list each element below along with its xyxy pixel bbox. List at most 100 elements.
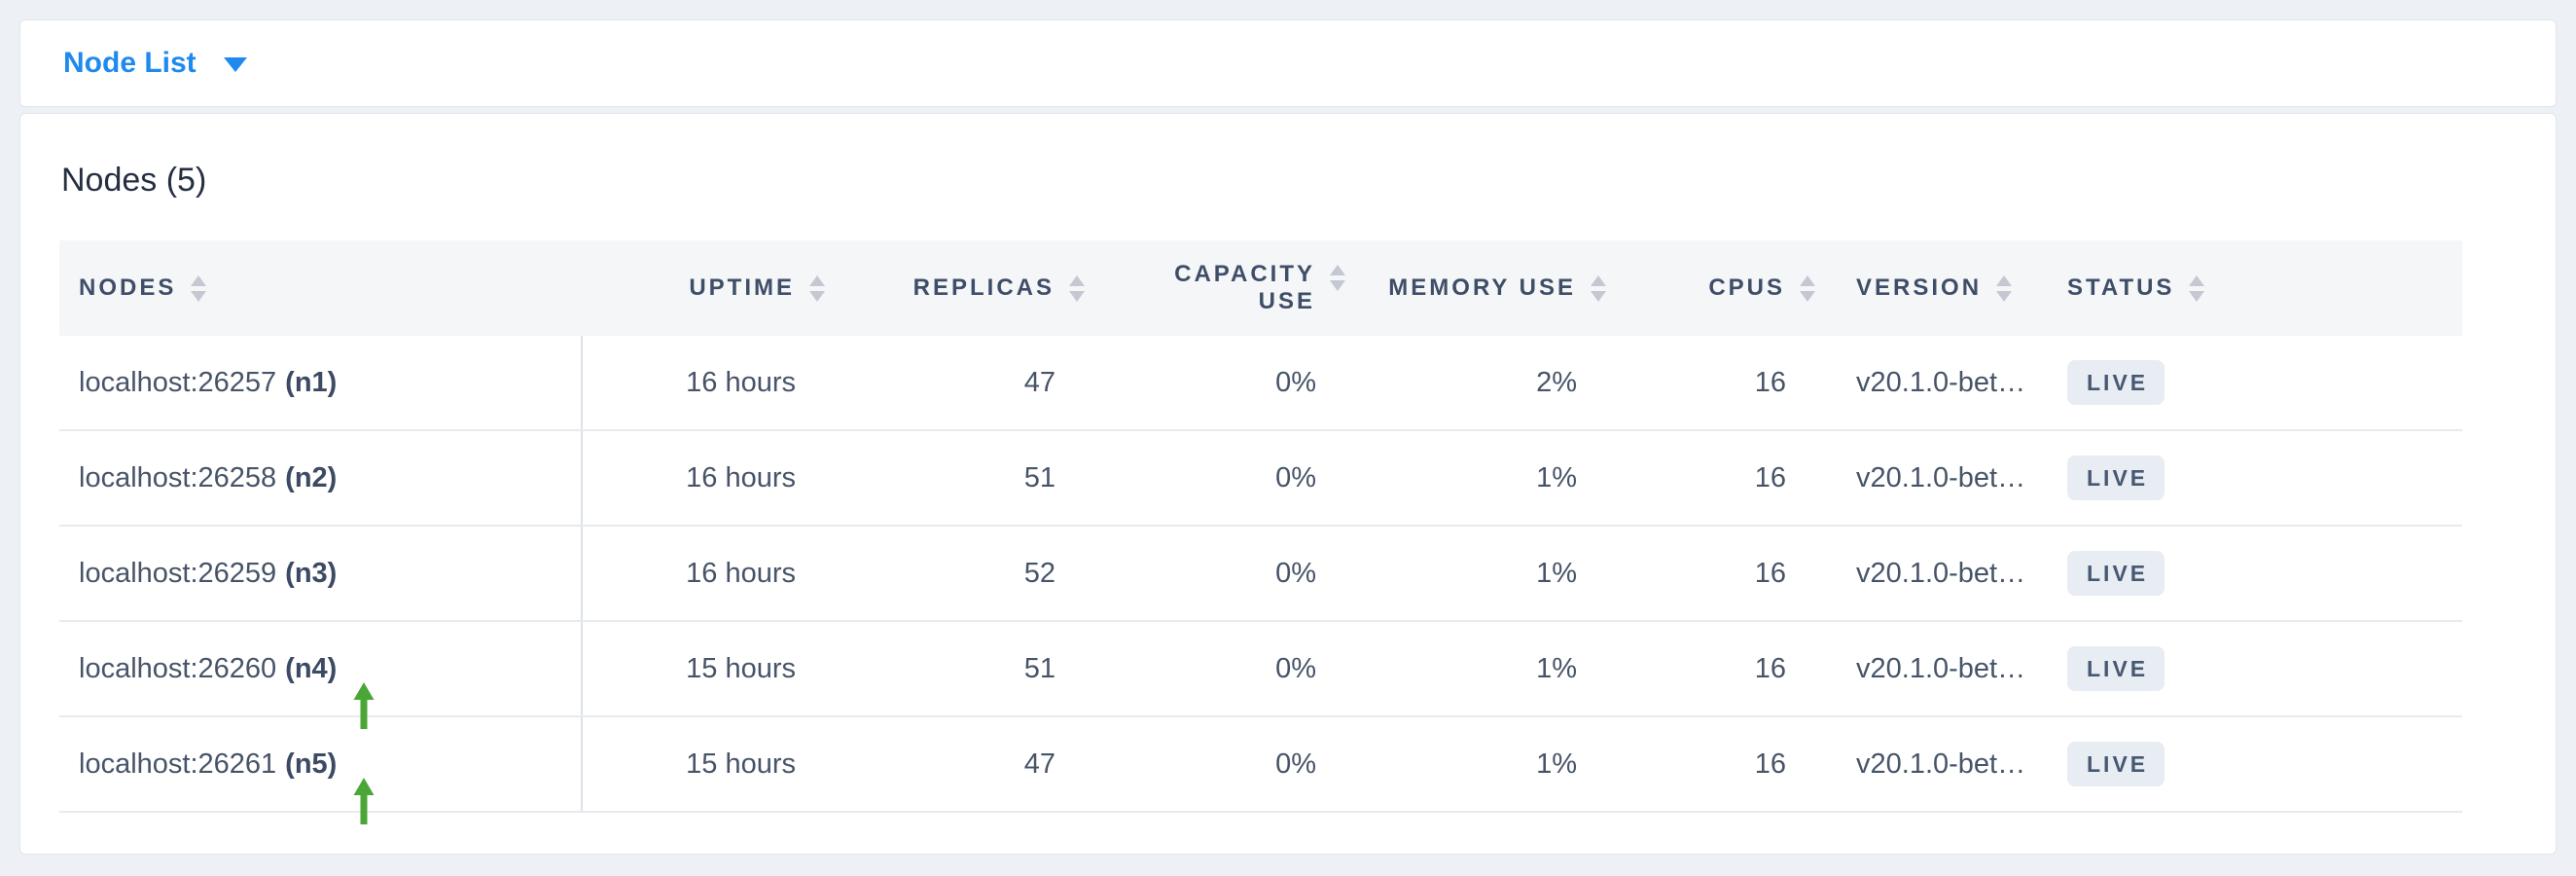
sort-descending-icon (1591, 290, 1606, 302)
column-header-nodes[interactable]: NODES (59, 240, 583, 336)
sort-ascending-icon (2189, 274, 2205, 286)
sort-ascending-icon (191, 274, 207, 286)
uptime-cell: 15 hours (686, 748, 796, 780)
sort-descending-icon (1800, 290, 1815, 302)
status-cell: LIVE (2061, 717, 2462, 811)
uptime-cell: 16 hours (686, 557, 796, 589)
memory-use-cell: 1% (1536, 557, 1577, 589)
table-row[interactable]: localhost:26258 (n2) 16 hours 51 0% 1% 1… (59, 431, 2462, 527)
node-address: localhost:26258 (79, 461, 277, 493)
status-badge: LIVE (2067, 646, 2165, 691)
node-list-dropdown-label: Node List (63, 47, 197, 79)
nodes-table: NODES UPTIME REPLICAS CAPACITY USE MEMOR… (59, 240, 2462, 824)
column-header-uptime[interactable]: UPTIME (583, 240, 852, 336)
table-row[interactable]: localhost:26259 (n3) 16 hours 52 0% 1% 1… (59, 527, 2462, 622)
node-address: localhost:26260 (79, 652, 277, 684)
column-header-label: VERSION (1856, 274, 1983, 301)
sort-ascending-icon (809, 274, 825, 286)
sort-descending-icon (1069, 290, 1085, 302)
cpus-cell: 16 (1754, 557, 1786, 589)
sort-ascending-icon (1330, 265, 1345, 275)
sort-descending-icon (809, 290, 825, 302)
sort-arrows-icon (1591, 274, 1606, 302)
status-cell: LIVE (2061, 431, 2462, 525)
version-cell: v20.1.0-bet… (1856, 461, 2026, 493)
capacity-use-cell: 0% (1275, 652, 1316, 684)
capacity-use-cell: 0% (1275, 366, 1316, 398)
column-header-label: CAPACITY USE (1174, 261, 1315, 314)
column-header-version[interactable]: VERSION (1843, 240, 2061, 336)
node-list-dropdown[interactable]: Node List (63, 47, 247, 80)
node-cell: localhost:26258 (n2) (59, 431, 583, 525)
sort-arrows-icon (191, 274, 207, 302)
capacity-use-cell: 0% (1275, 748, 1316, 780)
sort-ascending-icon (1800, 274, 1815, 286)
table-row[interactable]: localhost:26260 (n4) 15 hours 51 0% 1% 1… (59, 622, 2462, 729)
column-header-label: NODES (79, 274, 177, 301)
status-badge: LIVE (2067, 551, 2165, 596)
sort-descending-icon (191, 290, 207, 302)
column-header-memory_use[interactable]: MEMORY USE (1373, 240, 1633, 336)
status-cell: LIVE (2061, 336, 2462, 429)
column-header-label: STATUS (2067, 274, 2175, 301)
version-cell: v20.1.0-bet… (1856, 557, 2026, 589)
table-row[interactable]: localhost:26257 (n1) 16 hours 47 0% 2% 1… (59, 336, 2462, 431)
status-badge: LIVE (2067, 360, 2165, 405)
cpus-cell: 16 (1754, 748, 1786, 780)
replicas-cell: 52 (1023, 557, 1055, 589)
replicas-cell: 47 (1023, 366, 1055, 398)
sort-descending-icon (2189, 290, 2205, 302)
node-address: localhost:26261 (79, 748, 277, 780)
node-cell: localhost:26257 (n1) (59, 336, 583, 429)
status-cell: LIVE (2061, 527, 2462, 620)
column-header-cpus[interactable]: CPUS (1633, 240, 1843, 336)
table-body: localhost:26257 (n1) 16 hours 47 0% 2% 1… (59, 336, 2462, 824)
node-id: (n4) (285, 652, 338, 684)
sort-descending-icon (1996, 290, 2013, 302)
node-id: (n5) (285, 748, 338, 780)
node-cell: localhost:26259 (n3) (59, 527, 583, 620)
replicas-cell: 47 (1023, 748, 1055, 780)
sort-ascending-icon (1591, 274, 1606, 286)
memory-use-cell: 1% (1536, 461, 1577, 493)
page-title: Nodes (5) (61, 162, 207, 199)
memory-use-cell: 1% (1536, 748, 1577, 780)
cpus-cell: 16 (1754, 461, 1786, 493)
memory-use-cell: 2% (1536, 366, 1577, 398)
table-row[interactable]: localhost:26261 (n5) 15 hours 47 0% 1% 1… (59, 717, 2462, 824)
status-badge: LIVE (2067, 742, 2165, 786)
capacity-use-cell: 0% (1275, 557, 1316, 589)
sort-ascending-icon (1996, 274, 2013, 286)
cpus-cell: 16 (1754, 366, 1786, 398)
caret-down-icon (223, 57, 247, 72)
node-address: localhost:26257 (79, 366, 277, 398)
uptime-cell: 15 hours (686, 652, 796, 684)
version-cell: v20.1.0-bet… (1856, 748, 2026, 780)
capacity-use-cell: 0% (1275, 461, 1316, 493)
sort-arrows-icon (1996, 274, 2013, 302)
node-cell: localhost:26261 (n5) (59, 717, 583, 824)
column-header-capacity_use[interactable]: CAPACITY USE (1112, 240, 1373, 336)
node-id: (n1) (285, 366, 338, 398)
column-header-replicas[interactable]: REPLICAS (852, 240, 1112, 336)
column-header-label: REPLICAS (912, 274, 1055, 302)
column-header-label: UPTIME (689, 274, 795, 302)
nodes-card: Nodes (5) NODES UPTIME REPLICAS CAPACITY… (19, 113, 2557, 855)
uptime-cell: 16 hours (686, 461, 796, 493)
version-cell: v20.1.0-bet… (1856, 652, 2026, 684)
sort-arrows-icon (1800, 274, 1815, 302)
version-cell: v20.1.0-bet… (1856, 366, 2026, 398)
node-id: (n3) (285, 557, 338, 589)
column-header-status[interactable]: STATUS (2061, 240, 2462, 336)
view-selector-bar: Node List (19, 19, 2557, 107)
node-cell: localhost:26260 (n4) (59, 622, 583, 729)
column-header-label: MEMORY USE (1388, 274, 1576, 302)
sort-arrows-icon (2189, 274, 2205, 302)
sort-ascending-icon (1069, 274, 1085, 286)
green-up-arrow-icon (353, 682, 375, 729)
sort-descending-icon (1330, 280, 1345, 291)
green-up-arrow-icon (353, 778, 375, 824)
replicas-cell: 51 (1023, 461, 1055, 493)
cpus-cell: 16 (1754, 652, 1786, 684)
node-id: (n2) (285, 461, 338, 493)
